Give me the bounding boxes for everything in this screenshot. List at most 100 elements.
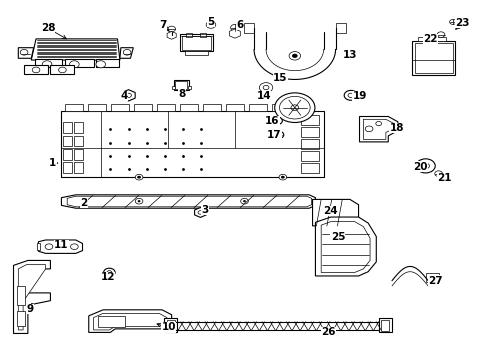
Bar: [17, 311, 25, 327]
Bar: [88, 104, 106, 111]
Bar: [166, 320, 174, 330]
Bar: [187, 86, 190, 89]
Bar: [301, 127, 319, 137]
Bar: [184, 50, 207, 55]
Bar: [180, 34, 213, 51]
Text: 13: 13: [342, 50, 356, 60]
Circle shape: [70, 244, 78, 249]
Circle shape: [324, 210, 329, 215]
Circle shape: [279, 174, 286, 180]
Circle shape: [288, 51, 300, 60]
Bar: [200, 33, 206, 37]
Circle shape: [137, 200, 140, 202]
Polygon shape: [363, 119, 393, 139]
Polygon shape: [321, 222, 369, 273]
Circle shape: [375, 121, 381, 126]
Text: 8: 8: [178, 89, 185, 99]
Text: 10: 10: [161, 323, 176, 333]
Bar: [182, 36, 210, 50]
Bar: [203, 104, 221, 111]
Circle shape: [271, 117, 282, 125]
Text: 7: 7: [159, 21, 166, 31]
Circle shape: [292, 54, 297, 58]
Bar: [175, 81, 187, 89]
Polygon shape: [39, 240, 82, 253]
Bar: [417, 37, 427, 41]
Bar: [98, 316, 124, 328]
Text: 14: 14: [256, 91, 270, 101]
Polygon shape: [194, 207, 206, 217]
Text: 3: 3: [201, 205, 208, 215]
Circle shape: [20, 49, 28, 55]
Circle shape: [135, 198, 142, 204]
Polygon shape: [312, 199, 358, 226]
Text: 26: 26: [321, 327, 335, 337]
Bar: [435, 37, 445, 41]
Circle shape: [243, 200, 245, 202]
Text: 27: 27: [427, 275, 442, 285]
Circle shape: [320, 208, 332, 217]
Text: 24: 24: [323, 206, 337, 216]
Bar: [74, 149, 82, 159]
Text: 15: 15: [273, 73, 287, 83]
Bar: [111, 104, 129, 111]
Text: 12: 12: [101, 272, 115, 282]
Bar: [301, 163, 319, 173]
Bar: [74, 162, 82, 173]
Text: 16: 16: [264, 116, 279, 126]
Circle shape: [434, 171, 442, 176]
Bar: [157, 104, 175, 111]
Polygon shape: [67, 196, 311, 207]
Bar: [173, 80, 188, 90]
Circle shape: [274, 93, 314, 122]
Circle shape: [263, 85, 268, 90]
Circle shape: [59, 67, 66, 73]
Polygon shape: [61, 195, 315, 208]
Circle shape: [96, 61, 105, 68]
Circle shape: [103, 268, 115, 277]
Text: 1: 1: [49, 158, 56, 168]
Bar: [243, 23, 254, 32]
Text: 18: 18: [389, 123, 403, 133]
Polygon shape: [229, 29, 240, 38]
Bar: [301, 115, 319, 125]
Polygon shape: [24, 66, 48, 74]
Circle shape: [448, 19, 455, 24]
Bar: [414, 43, 452, 73]
Bar: [134, 104, 152, 111]
Bar: [63, 149, 72, 159]
Circle shape: [137, 176, 141, 179]
Bar: [63, 136, 72, 146]
Circle shape: [415, 159, 434, 173]
Bar: [425, 274, 438, 282]
Text: 23: 23: [454, 18, 469, 28]
Bar: [411, 41, 454, 75]
Bar: [225, 104, 244, 111]
Polygon shape: [93, 313, 166, 330]
Text: 25: 25: [330, 232, 345, 242]
Bar: [61, 111, 324, 177]
Text: 28: 28: [41, 23, 55, 33]
Circle shape: [69, 61, 79, 68]
Bar: [180, 104, 198, 111]
Circle shape: [259, 83, 272, 93]
Text: 21: 21: [437, 173, 451, 183]
Circle shape: [123, 49, 131, 55]
Circle shape: [32, 67, 40, 73]
Bar: [74, 136, 82, 146]
Polygon shape: [31, 39, 120, 60]
Circle shape: [421, 163, 428, 169]
Text: 2: 2: [80, 198, 87, 208]
Text: 11: 11: [54, 240, 68, 250]
Circle shape: [167, 26, 175, 32]
Text: 5: 5: [207, 17, 214, 27]
Circle shape: [198, 211, 203, 214]
Circle shape: [240, 198, 248, 204]
Circle shape: [135, 174, 142, 180]
Bar: [301, 151, 319, 161]
Text: 22: 22: [422, 34, 437, 44]
Circle shape: [42, 61, 52, 68]
Polygon shape: [35, 59, 62, 67]
Polygon shape: [18, 265, 45, 330]
Circle shape: [230, 24, 239, 31]
